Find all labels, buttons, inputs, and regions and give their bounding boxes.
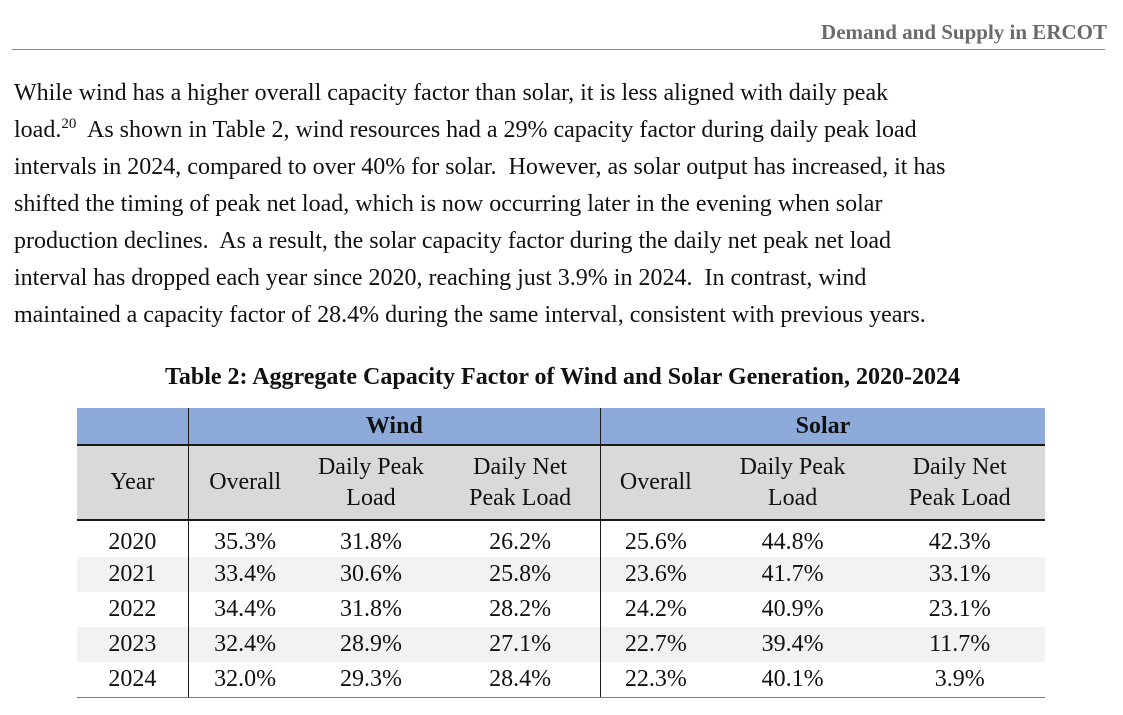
paragraph-line: maintained a capacity factor of 28.4% du… <box>14 302 926 328</box>
column-header-solar-daily-net: Daily Net Peak Load <box>874 444 1045 521</box>
paragraph-line: intervals in 2024, compared to over 40% … <box>14 154 946 180</box>
group-header-wind: Wind <box>187 408 601 445</box>
cell-wind-daily-peak: 30.6% <box>301 557 441 592</box>
cell-solar-overall: 22.3% <box>599 662 711 698</box>
column-header-row: Year Overall Daily Peak Load Daily Net Pea… <box>77 444 1045 521</box>
cell-wind-daily-net: 26.2% <box>489 528 552 555</box>
cell-solar-daily-peak: 40.9% <box>761 596 824 622</box>
table-row: 2023 32.4% 28.9% 27.1% 22.7% 39.4% 11.7% <box>77 627 1045 662</box>
cell-wind-overall: 34.4% <box>187 592 302 627</box>
paragraph-text: As shown in Table 2, wind resources had … <box>76 117 917 143</box>
cell-wind-daily-peak: 31.8% <box>339 528 402 555</box>
cell-wind-daily-net: 28.2% <box>489 596 552 622</box>
cell-year: 2024 <box>77 662 189 698</box>
cell-solar-daily-peak: 44.8% <box>761 528 824 555</box>
cell-solar-daily-peak: 40.1% <box>710 662 875 698</box>
cell-wind-overall: 32.0% <box>187 662 302 698</box>
header-line: Daily Peak <box>739 453 846 480</box>
cell-solar-daily-net: 42.3% <box>928 528 991 555</box>
column-header-wind-daily-net: Daily Net Peak Load <box>440 444 601 521</box>
paragraph-line: While wind has a higher overall capacity… <box>14 80 889 106</box>
column-header-solar-daily-peak: Daily Peak Load <box>710 444 875 521</box>
header-line: Daily Net <box>912 453 1007 480</box>
cell-wind-daily-peak: 29.3% <box>301 662 441 698</box>
cell-wind-daily-net: 27.1% <box>440 627 601 662</box>
footnote-reference[interactable]: 20 <box>61 116 77 132</box>
paragraph-line: interval has dropped each year since 202… <box>14 265 867 291</box>
header-line: Load <box>767 484 818 511</box>
header-line: Load <box>346 484 396 511</box>
group-header-solar: Solar <box>599 408 1045 445</box>
cell-wind-overall: 35.3% <box>187 520 302 557</box>
running-header: Demand and Supply in ERCOT <box>821 20 1107 44</box>
cell-wind-overall: 32.4% <box>187 627 302 662</box>
paragraph-line: production declines. As a result, the so… <box>14 228 892 254</box>
paragraph-line: shifted the timing of peak net load, whi… <box>14 191 883 217</box>
paragraph-line: load.20 As shown in Table 2, wind resour… <box>14 112 1114 149</box>
body-paragraph: While wind has a higher overall capacity… <box>14 75 1114 334</box>
cell-wind-daily-net: 25.8% <box>440 557 601 592</box>
table-row: 2024 32.0% 29.3% 28.4% 22.3% 40.1% 3.9% <box>77 662 1045 698</box>
cell-solar-overall: 25.6% <box>599 520 711 557</box>
cell-wind-daily-net: 28.4% <box>440 662 601 698</box>
table-row: 2020 35.3% 31.8% 26.2% 25.6% 44.8% 42.3% <box>77 520 1045 557</box>
header-line: Peak Load <box>908 484 1011 511</box>
cell-year: 2023 <box>77 627 189 662</box>
cell-wind-daily-peak: 31.8% <box>339 596 402 622</box>
cell-solar-daily-net: 11.7% <box>874 627 1045 662</box>
group-header-empty <box>77 408 189 445</box>
column-header-year: Year <box>77 444 189 521</box>
cell-year: 2021 <box>77 557 189 592</box>
header-line: Peak Load <box>469 484 572 511</box>
table-caption: Table 2: Aggregate Capacity Factor of Wi… <box>165 364 960 390</box>
cell-wind-daily-peak: 28.9% <box>301 627 441 662</box>
header-line: Daily Net <box>473 453 568 480</box>
cell-solar-daily-net: 3.9% <box>874 662 1045 698</box>
cell-solar-daily-net: 33.1% <box>874 557 1045 592</box>
cell-solar-overall: 24.2% <box>599 592 711 627</box>
capacity-factor-table: Wind Solar Year Overall Daily Peak Load D… <box>77 408 1045 698</box>
column-header-solar-overall: Overall <box>599 444 711 521</box>
cell-solar-daily-peak: 39.4% <box>710 627 875 662</box>
paragraph-text: load. <box>14 117 62 143</box>
cell-solar-overall: 23.6% <box>599 557 711 592</box>
table-row: 2022 34.4% 31.8% 28.2% 24.2% 40.9% 23.1% <box>77 592 1045 627</box>
column-header-wind-daily-peak: Daily Peak Load <box>301 444 441 521</box>
cell-wind-overall: 33.4% <box>187 557 302 592</box>
cell-solar-overall: 22.7% <box>599 627 711 662</box>
cell-year: 2020 <box>108 528 157 555</box>
group-header-row: Wind Solar <box>77 408 1045 445</box>
header-rule <box>12 49 1105 50</box>
cell-year: 2022 <box>108 596 157 622</box>
header-line: Daily Peak <box>317 453 424 480</box>
column-header-wind-overall: Overall <box>187 444 302 521</box>
table-row: 2021 33.4% 30.6% 25.8% 23.6% 41.7% 33.1% <box>77 557 1045 592</box>
cell-solar-daily-peak: 41.7% <box>710 557 875 592</box>
cell-solar-daily-net: 23.1% <box>928 596 991 622</box>
